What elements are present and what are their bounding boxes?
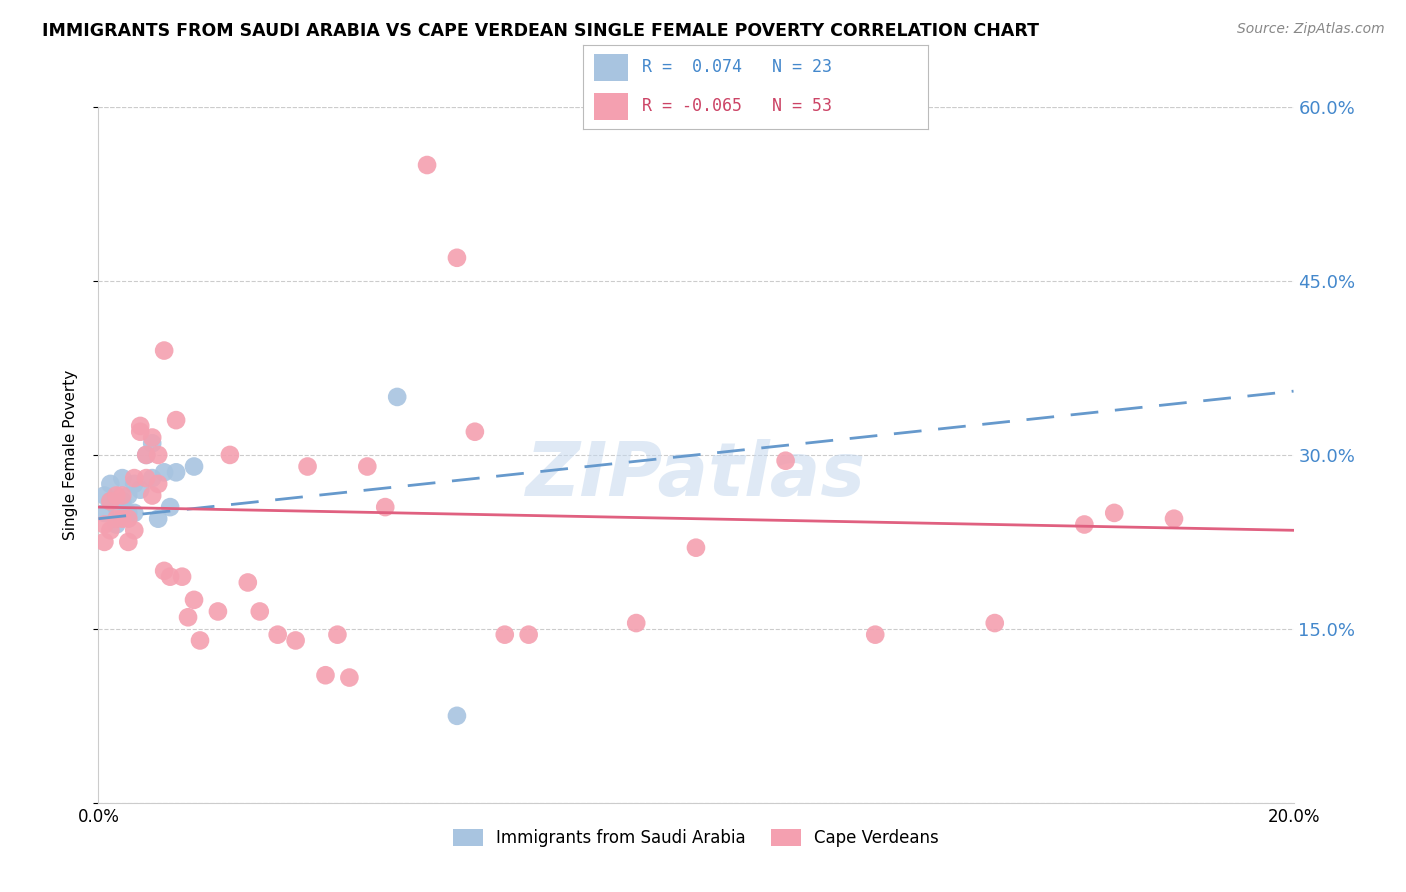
- Text: Source: ZipAtlas.com: Source: ZipAtlas.com: [1237, 22, 1385, 37]
- Point: [1073, 517, 1095, 532]
- Point: [159, 570, 181, 584]
- Point: [129, 483, 152, 497]
- Point: [984, 615, 1007, 630]
- Point: [141, 471, 163, 485]
- Point: [98, 494, 122, 508]
- Point: [339, 671, 361, 685]
- Point: [153, 343, 176, 358]
- Point: [105, 500, 128, 514]
- Point: [135, 448, 157, 462]
- Point: [1163, 511, 1185, 525]
- Point: [129, 418, 152, 433]
- Point: [775, 453, 797, 467]
- Point: [219, 448, 242, 462]
- Point: [148, 476, 170, 491]
- Point: [105, 517, 128, 532]
- Point: [297, 459, 319, 474]
- Point: [98, 494, 122, 508]
- Point: [148, 511, 170, 525]
- Point: [141, 436, 163, 450]
- Point: [105, 511, 128, 525]
- Point: [153, 564, 176, 578]
- Point: [177, 610, 200, 624]
- Point: [129, 425, 152, 439]
- Point: [374, 500, 396, 514]
- Point: [111, 471, 134, 485]
- Text: ZIPatlas: ZIPatlas: [526, 439, 866, 512]
- Point: [135, 471, 157, 485]
- Point: [183, 592, 205, 607]
- Point: [356, 459, 378, 474]
- Point: [153, 466, 176, 480]
- Point: [172, 570, 194, 584]
- Point: [284, 633, 307, 648]
- Point: [93, 534, 115, 549]
- Point: [135, 448, 157, 462]
- Point: [124, 471, 146, 485]
- Point: [385, 390, 409, 404]
- Point: [117, 489, 139, 503]
- Point: [446, 708, 468, 723]
- Point: [111, 511, 134, 525]
- Point: [98, 476, 122, 491]
- Point: [685, 541, 707, 555]
- Point: [517, 628, 540, 642]
- Point: [446, 251, 468, 265]
- Point: [188, 633, 211, 648]
- Point: [494, 628, 516, 642]
- Point: [148, 448, 170, 462]
- Point: [464, 425, 486, 439]
- Point: [236, 575, 259, 590]
- Bar: [593, 54, 628, 81]
- Point: [141, 489, 163, 503]
- Point: [416, 158, 439, 172]
- Point: [111, 494, 134, 508]
- Point: [326, 628, 349, 642]
- Point: [111, 489, 134, 503]
- Point: [159, 500, 181, 514]
- Point: [93, 489, 115, 503]
- Y-axis label: Single Female Poverty: Single Female Poverty: [63, 370, 77, 540]
- Point: [117, 534, 139, 549]
- Point: [124, 476, 146, 491]
- Point: [165, 413, 187, 427]
- Text: IMMIGRANTS FROM SAUDI ARABIA VS CAPE VERDEAN SINGLE FEMALE POVERTY CORRELATION C: IMMIGRANTS FROM SAUDI ARABIA VS CAPE VER…: [42, 22, 1039, 40]
- Point: [93, 506, 115, 520]
- Point: [98, 523, 122, 537]
- Point: [1104, 506, 1126, 520]
- Point: [141, 430, 163, 444]
- Bar: [593, 93, 628, 120]
- Point: [207, 605, 229, 619]
- Legend: Immigrants from Saudi Arabia, Cape Verdeans: Immigrants from Saudi Arabia, Cape Verde…: [446, 822, 946, 854]
- Point: [183, 459, 205, 474]
- Point: [117, 506, 139, 520]
- Point: [105, 489, 128, 503]
- Point: [124, 523, 146, 537]
- Point: [117, 511, 139, 525]
- Text: R =  0.074   N = 23: R = 0.074 N = 23: [643, 59, 832, 77]
- Point: [626, 615, 648, 630]
- Point: [165, 466, 187, 480]
- Point: [315, 668, 337, 682]
- Point: [267, 628, 290, 642]
- Point: [124, 506, 146, 520]
- Point: [865, 628, 887, 642]
- Point: [249, 605, 271, 619]
- Text: R = -0.065   N = 53: R = -0.065 N = 53: [643, 97, 832, 115]
- Point: [93, 517, 115, 532]
